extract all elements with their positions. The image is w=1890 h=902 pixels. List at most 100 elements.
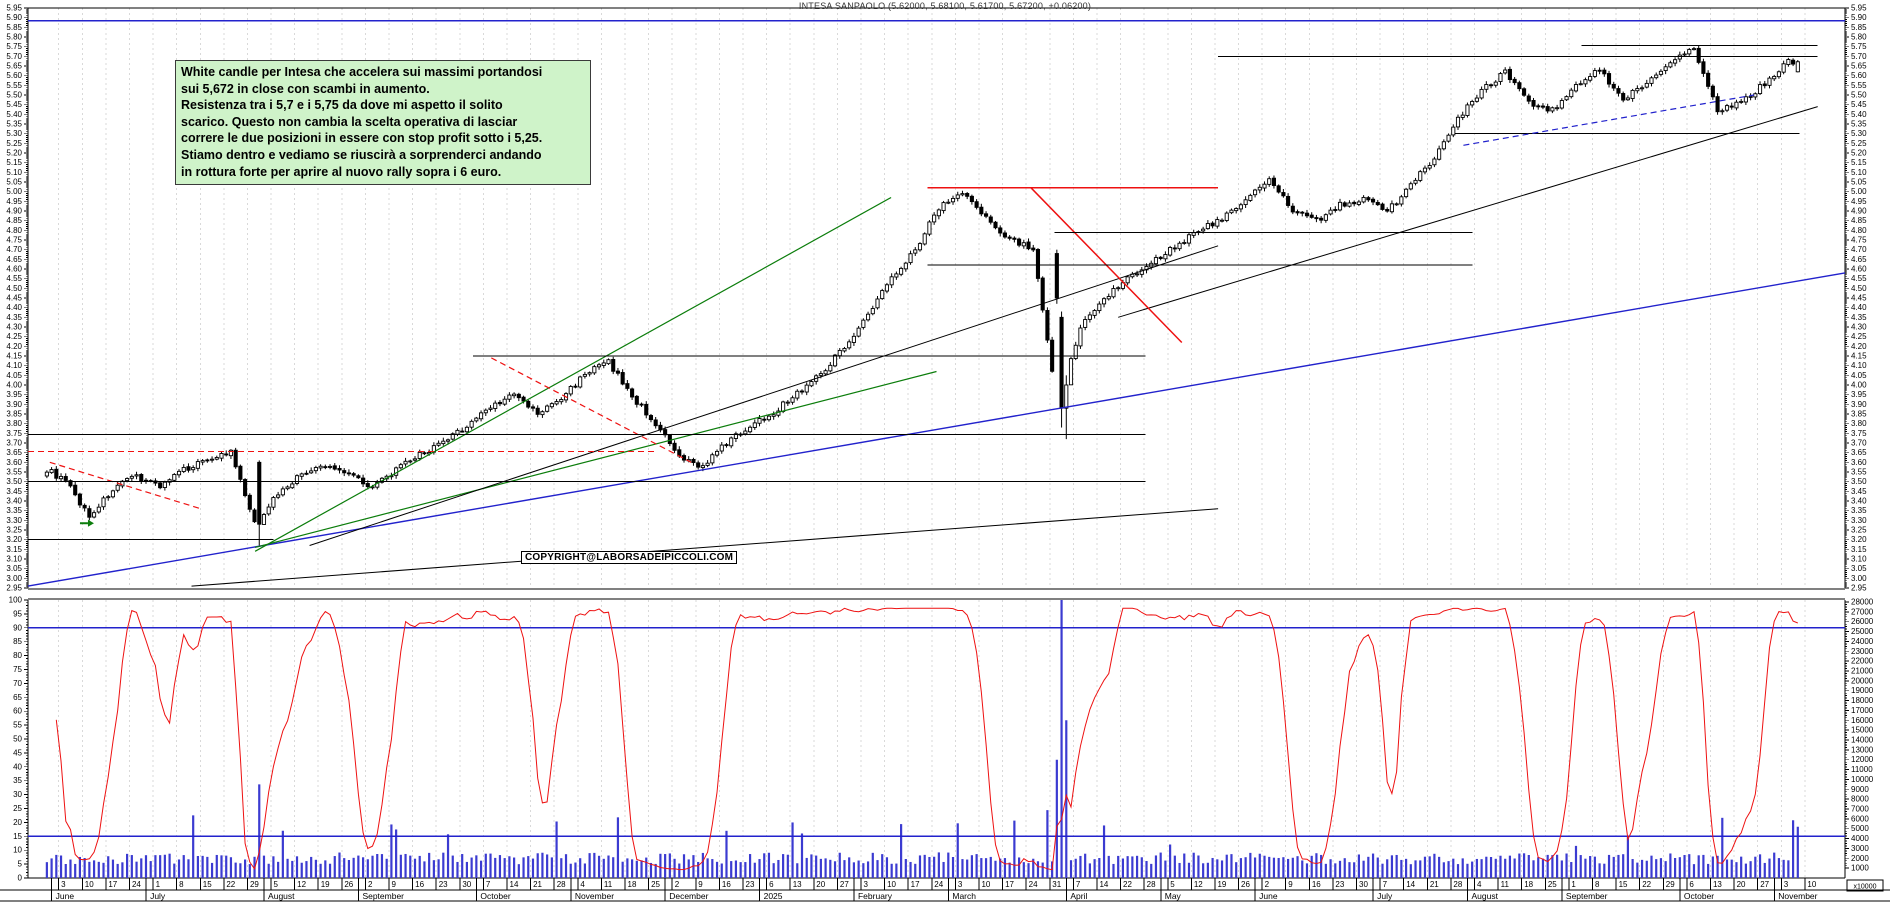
- svg-text:4.80: 4.80: [6, 226, 22, 235]
- svg-text:5.70: 5.70: [1851, 52, 1867, 61]
- svg-text:5.65: 5.65: [1851, 62, 1867, 71]
- svg-text:45: 45: [13, 748, 22, 757]
- svg-text:4.25: 4.25: [1851, 332, 1867, 341]
- svg-text:8000: 8000: [1851, 795, 1869, 804]
- svg-text:4.10: 4.10: [1851, 361, 1867, 370]
- month-label: October: [1684, 891, 1714, 901]
- day-label: 3: [863, 880, 868, 889]
- day-label: 17: [1005, 880, 1014, 889]
- svg-text:75: 75: [13, 665, 22, 674]
- svg-text:5.05: 5.05: [1851, 178, 1867, 187]
- svg-text:5.80: 5.80: [6, 33, 22, 42]
- volume-multiplier-label: x10000: [1846, 879, 1884, 892]
- day-label: 28: [1147, 880, 1156, 889]
- black-trend-a: [309, 245, 1219, 546]
- svg-text:5.55: 5.55: [6, 81, 22, 90]
- day-label: 9: [1288, 880, 1293, 889]
- day-label: 5: [274, 880, 279, 889]
- svg-text:5.30: 5.30: [6, 129, 22, 138]
- svg-text:3.60: 3.60: [6, 458, 22, 467]
- green-trend-steep: [254, 196, 892, 552]
- svg-text:4.65: 4.65: [1851, 255, 1867, 264]
- svg-text:4.40: 4.40: [1851, 303, 1867, 312]
- day-label: 24: [934, 880, 943, 889]
- svg-text:3.00: 3.00: [6, 574, 22, 583]
- day-label: 26: [1241, 880, 1250, 889]
- day-label: 14: [1099, 880, 1108, 889]
- svg-text:3.35: 3.35: [1851, 506, 1867, 515]
- month-label: September: [1566, 891, 1608, 901]
- svg-text:4.50: 4.50: [6, 284, 22, 293]
- analysis-note-line: Resistenza tra i 5,7 e i 5,75 da dove mi…: [181, 98, 503, 113]
- day-label: 10: [1807, 880, 1816, 889]
- day-label: 5: [1170, 880, 1175, 889]
- svg-text:5.80: 5.80: [1851, 33, 1867, 42]
- day-label: 16: [415, 880, 424, 889]
- svg-text:4.15: 4.15: [6, 352, 22, 361]
- day-label: 10: [85, 880, 94, 889]
- svg-text:4.75: 4.75: [6, 236, 22, 245]
- svg-text:3.35: 3.35: [6, 506, 22, 515]
- svg-text:4.45: 4.45: [1851, 294, 1867, 303]
- svg-text:3.15: 3.15: [6, 545, 22, 554]
- svg-text:3.95: 3.95: [1851, 390, 1867, 399]
- svg-text:5.65: 5.65: [6, 62, 22, 71]
- day-label: 20: [816, 880, 825, 889]
- day-label: 31: [1052, 880, 1061, 889]
- month-label: June: [56, 891, 75, 901]
- svg-text:0: 0: [18, 874, 23, 883]
- svg-text:4.00: 4.00: [6, 381, 22, 390]
- blue-long-trend: [27, 272, 1846, 587]
- month-label: November: [575, 891, 614, 901]
- day-label: 15: [203, 880, 212, 889]
- svg-text:70: 70: [13, 679, 22, 688]
- svg-text:30: 30: [13, 790, 22, 799]
- day-label: 23: [439, 880, 448, 889]
- day-label: 12: [1194, 880, 1203, 889]
- svg-text:3.30: 3.30: [6, 516, 22, 525]
- svg-text:4.55: 4.55: [6, 274, 22, 283]
- green-trend-flat: [254, 370, 937, 548]
- day-label: 29: [1666, 880, 1675, 889]
- svg-text:25: 25: [13, 804, 22, 813]
- day-label: 26: [344, 880, 353, 889]
- copyright-label: COPYRIGHT@LABORSADEIPICCOLI.COM: [521, 551, 738, 564]
- red-dash-mid: [491, 357, 692, 463]
- svg-text:4.25: 4.25: [6, 332, 22, 341]
- day-label: 8: [1595, 880, 1600, 889]
- analysis-note: White candle per Intesa che accelera sui…: [175, 60, 591, 186]
- svg-text:4.30: 4.30: [1851, 323, 1867, 332]
- day-label: 4: [580, 880, 585, 889]
- svg-text:12000: 12000: [1851, 755, 1874, 764]
- svg-text:16000: 16000: [1851, 716, 1874, 725]
- svg-text:4000: 4000: [1851, 834, 1869, 843]
- svg-text:15: 15: [13, 832, 22, 841]
- svg-text:5.25: 5.25: [6, 139, 22, 148]
- svg-text:5.50: 5.50: [6, 91, 22, 100]
- svg-text:9000: 9000: [1851, 785, 1869, 794]
- day-label: 24: [132, 880, 141, 889]
- indicator-axes: 0 5 10 15 20 25 30 35 40 45 50 55 60 65 70 75 80 85 90 95 10…: [9, 596, 1874, 883]
- svg-text:4.85: 4.85: [1851, 216, 1867, 225]
- svg-text:5.60: 5.60: [6, 71, 22, 80]
- svg-text:4.10: 4.10: [6, 361, 22, 370]
- svg-text:3.55: 3.55: [6, 468, 22, 477]
- svg-text:2.95: 2.95: [1851, 584, 1867, 593]
- day-label: 28: [1453, 880, 1462, 889]
- svg-text:5.95: 5.95: [6, 4, 22, 13]
- svg-text:3.15: 3.15: [1851, 545, 1867, 554]
- svg-text:27000: 27000: [1851, 607, 1874, 616]
- month-label: November: [1778, 891, 1817, 901]
- svg-text:4.80: 4.80: [1851, 226, 1867, 235]
- month-label: July: [1377, 891, 1393, 901]
- analysis-note-line: scarico. Questo non cambia la scelta ope…: [181, 114, 518, 129]
- day-label: 1: [156, 880, 161, 889]
- day-label: 6: [769, 880, 774, 889]
- svg-text:5.85: 5.85: [1851, 23, 1867, 32]
- day-label: 21: [1430, 880, 1439, 889]
- day-label: 7: [1076, 880, 1081, 889]
- trendlines: [27, 19, 1846, 587]
- svg-text:50: 50: [13, 735, 22, 744]
- svg-text:1000: 1000: [1851, 864, 1869, 873]
- svg-text:15000: 15000: [1851, 726, 1874, 735]
